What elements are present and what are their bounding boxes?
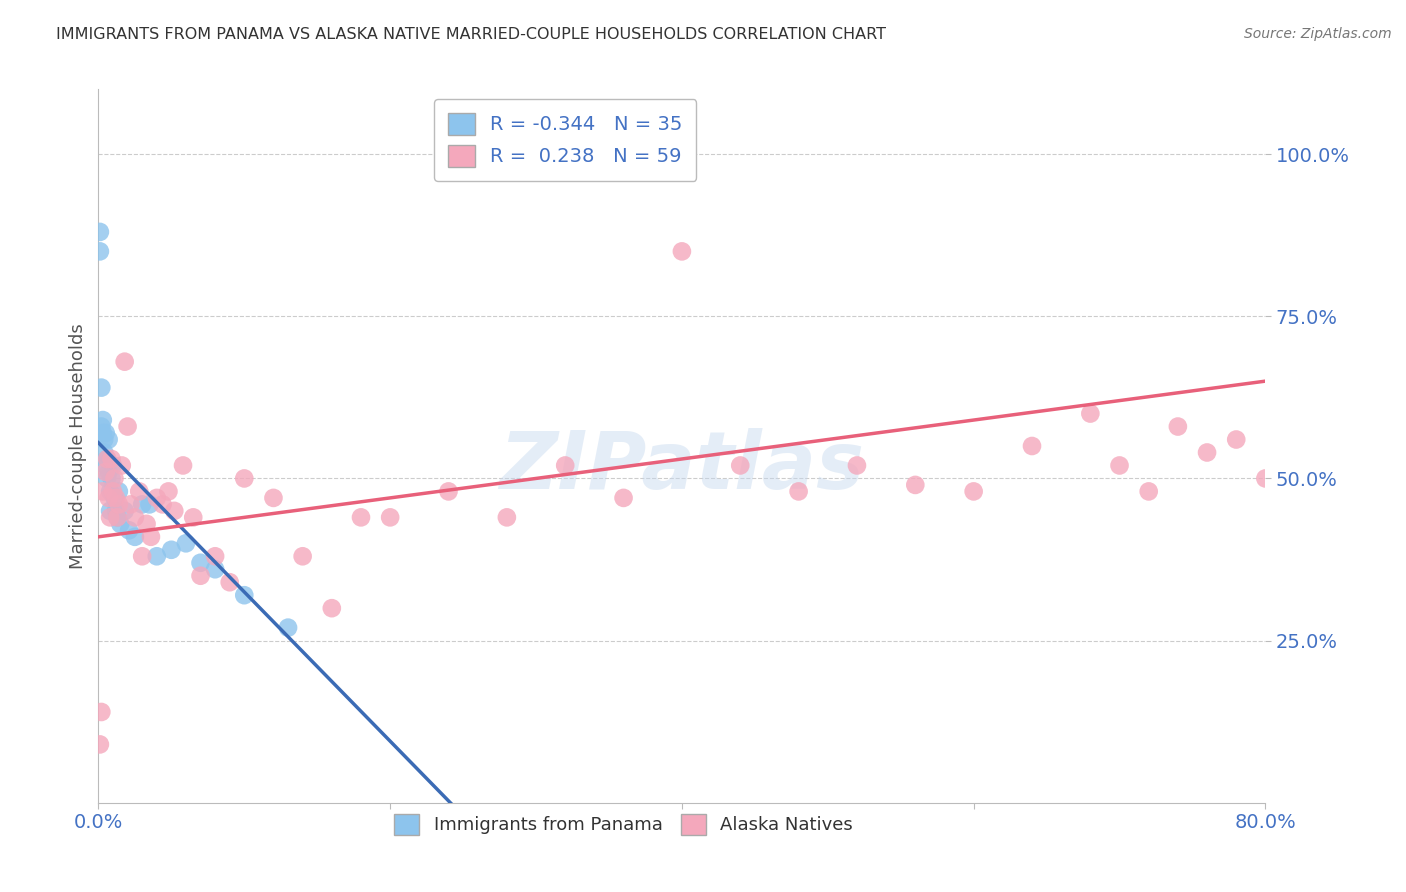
Point bbox=[190, 568, 212, 582]
Point bbox=[204, 562, 226, 576]
Point bbox=[104, 504, 127, 518]
Point bbox=[160, 542, 183, 557]
Point bbox=[146, 549, 169, 564]
Point bbox=[110, 516, 132, 531]
Point bbox=[437, 484, 460, 499]
Point bbox=[554, 458, 576, 473]
Point bbox=[181, 510, 204, 524]
Point bbox=[93, 445, 115, 459]
Point bbox=[96, 452, 118, 467]
Point bbox=[101, 484, 124, 499]
Point bbox=[97, 433, 120, 447]
Point bbox=[1225, 433, 1247, 447]
Point bbox=[96, 471, 118, 485]
Point bbox=[94, 465, 117, 479]
Point bbox=[114, 504, 136, 518]
Point bbox=[291, 549, 314, 564]
Point bbox=[98, 484, 121, 499]
Point bbox=[1137, 484, 1160, 499]
Point bbox=[104, 491, 127, 505]
Point bbox=[139, 530, 162, 544]
Point bbox=[98, 504, 121, 518]
Point bbox=[190, 556, 212, 570]
Point bbox=[1313, 393, 1336, 408]
Point bbox=[233, 471, 256, 485]
Point bbox=[904, 478, 927, 492]
Point bbox=[89, 225, 111, 239]
Point bbox=[321, 601, 343, 615]
Point bbox=[100, 471, 122, 485]
Point bbox=[1371, 368, 1393, 382]
Point bbox=[174, 536, 197, 550]
Point bbox=[101, 458, 124, 473]
Point bbox=[97, 465, 120, 479]
Point bbox=[108, 497, 131, 511]
Point bbox=[118, 524, 141, 538]
Point bbox=[163, 504, 186, 518]
Point bbox=[730, 458, 752, 473]
Point bbox=[128, 484, 150, 499]
Point bbox=[157, 484, 180, 499]
Point bbox=[1108, 458, 1130, 473]
Point bbox=[90, 381, 112, 395]
Point bbox=[1341, 381, 1364, 395]
Point bbox=[152, 497, 174, 511]
Point bbox=[1021, 439, 1043, 453]
Point bbox=[172, 458, 194, 473]
Point bbox=[94, 458, 117, 473]
Point bbox=[846, 458, 869, 473]
Point bbox=[124, 510, 146, 524]
Point bbox=[612, 491, 634, 505]
Point bbox=[98, 510, 121, 524]
Point bbox=[380, 510, 402, 524]
Text: Source: ZipAtlas.com: Source: ZipAtlas.com bbox=[1244, 27, 1392, 41]
Point bbox=[131, 497, 153, 511]
Point bbox=[218, 575, 240, 590]
Point bbox=[89, 244, 111, 259]
Point bbox=[146, 491, 169, 505]
Point bbox=[1195, 445, 1218, 459]
Point bbox=[93, 433, 115, 447]
Point bbox=[962, 484, 984, 499]
Point bbox=[103, 491, 125, 505]
Point bbox=[103, 471, 125, 485]
Point bbox=[124, 530, 146, 544]
Point bbox=[233, 588, 256, 602]
Point bbox=[496, 510, 519, 524]
Point bbox=[94, 425, 117, 440]
Point bbox=[96, 452, 118, 467]
Text: ZIPatlas: ZIPatlas bbox=[499, 428, 865, 507]
Point bbox=[91, 413, 114, 427]
Point bbox=[91, 425, 114, 440]
Point bbox=[89, 738, 111, 752]
Point bbox=[204, 549, 226, 564]
Point bbox=[97, 491, 120, 505]
Point bbox=[100, 452, 122, 467]
Point bbox=[111, 458, 134, 473]
Y-axis label: Married-couple Households: Married-couple Households bbox=[69, 323, 87, 569]
Point bbox=[277, 621, 299, 635]
Point bbox=[90, 419, 112, 434]
Point bbox=[105, 510, 128, 524]
Legend: Immigrants from Panama, Alaska Natives: Immigrants from Panama, Alaska Natives bbox=[385, 805, 862, 844]
Point bbox=[138, 497, 160, 511]
Point bbox=[1167, 419, 1189, 434]
Point bbox=[1254, 471, 1277, 485]
Point bbox=[114, 354, 136, 368]
Point bbox=[350, 510, 373, 524]
Point bbox=[787, 484, 810, 499]
Point bbox=[1284, 419, 1306, 434]
Point bbox=[105, 510, 128, 524]
Point bbox=[117, 419, 139, 434]
Point bbox=[90, 705, 112, 719]
Text: IMMIGRANTS FROM PANAMA VS ALASKA NATIVE MARRIED-COUPLE HOUSEHOLDS CORRELATION CH: IMMIGRANTS FROM PANAMA VS ALASKA NATIVE … bbox=[56, 27, 886, 42]
Point bbox=[671, 244, 693, 259]
Point bbox=[135, 516, 157, 531]
Point bbox=[131, 549, 153, 564]
Point bbox=[1080, 407, 1102, 421]
Point bbox=[262, 491, 284, 505]
Point bbox=[120, 497, 142, 511]
Point bbox=[91, 484, 114, 499]
Point bbox=[108, 484, 131, 499]
